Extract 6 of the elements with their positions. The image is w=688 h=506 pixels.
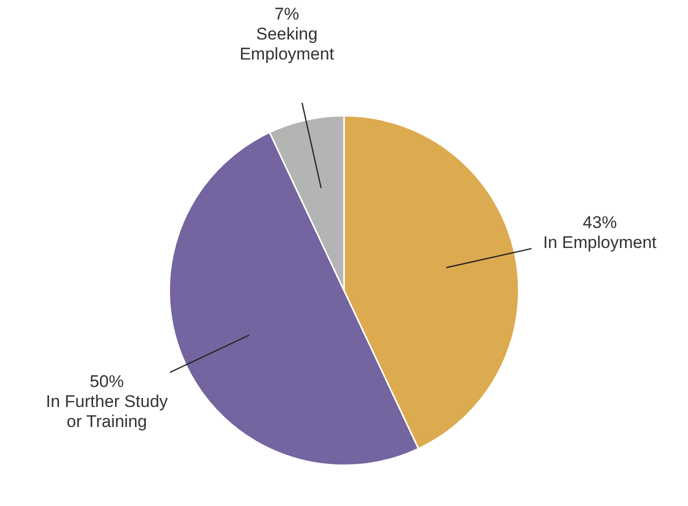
data-label: 50%: [90, 372, 124, 391]
slice-label: Seeking Employment: [240, 24, 334, 64]
data-label: 7%: [274, 4, 300, 24]
slice-label: In Employment: [543, 233, 657, 252]
data-label: 43%: [582, 213, 617, 232]
slice-label: In Further Study or Training: [46, 392, 168, 431]
